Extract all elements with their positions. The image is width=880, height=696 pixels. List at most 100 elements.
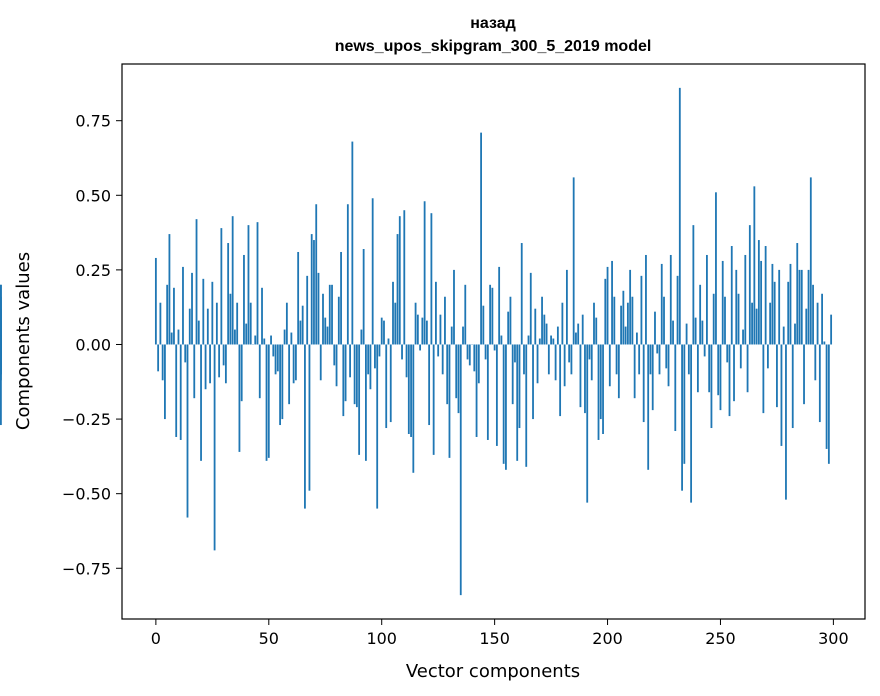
y-tick-label: 0.00 xyxy=(75,335,111,354)
bar xyxy=(753,186,756,345)
bar xyxy=(766,344,769,369)
bar xyxy=(283,329,286,345)
chart-subtitle: news_upos_skipgram_300_5_2019 model xyxy=(335,38,652,55)
bar xyxy=(606,266,609,345)
y-tick-label: 0.50 xyxy=(75,186,111,205)
bar xyxy=(466,344,469,360)
bar xyxy=(575,332,577,345)
bar xyxy=(703,344,706,357)
bar xyxy=(667,344,670,387)
bar xyxy=(712,293,715,345)
bar xyxy=(640,275,643,345)
bar xyxy=(290,332,293,345)
bar xyxy=(615,344,618,375)
bar xyxy=(292,344,295,384)
bar xyxy=(331,284,333,345)
bar xyxy=(493,344,496,351)
bar xyxy=(484,344,487,360)
bar xyxy=(362,249,365,345)
bar xyxy=(432,344,435,455)
bar xyxy=(525,344,528,467)
bar xyxy=(220,228,223,345)
bar xyxy=(588,344,591,360)
bar xyxy=(211,281,214,345)
bar xyxy=(701,320,704,345)
bar xyxy=(796,243,799,345)
bar xyxy=(407,344,410,434)
bar xyxy=(446,344,449,405)
bar xyxy=(683,344,686,464)
bar xyxy=(717,344,720,396)
bar xyxy=(231,216,234,345)
bar xyxy=(177,329,180,345)
bar xyxy=(719,344,722,411)
bar xyxy=(595,317,598,345)
bar xyxy=(383,320,385,345)
bar xyxy=(245,323,248,345)
bar xyxy=(681,344,683,491)
bar xyxy=(613,296,616,345)
bar xyxy=(209,344,211,384)
bar xyxy=(186,344,189,518)
bar xyxy=(243,254,245,345)
bar xyxy=(626,302,629,345)
bar xyxy=(272,344,275,357)
bar xyxy=(0,284,2,345)
bar xyxy=(678,87,681,345)
plot-frame xyxy=(121,63,866,620)
bar xyxy=(294,344,297,381)
x-tick-label: 50 xyxy=(259,629,279,648)
bar xyxy=(206,308,209,345)
bar xyxy=(256,222,259,345)
bar xyxy=(721,260,724,345)
bar xyxy=(477,344,480,384)
bar xyxy=(182,266,184,345)
bar xyxy=(660,263,663,345)
bar xyxy=(234,329,236,345)
bar xyxy=(304,344,306,509)
bar xyxy=(358,344,361,455)
bar xyxy=(568,344,571,363)
bar xyxy=(791,344,794,429)
bar xyxy=(261,287,263,345)
bar xyxy=(516,344,519,461)
bar xyxy=(728,344,731,417)
bar xyxy=(337,296,340,345)
bar xyxy=(365,344,367,461)
bar xyxy=(547,344,550,375)
x-tick-label: 300 xyxy=(818,629,849,648)
bar xyxy=(748,225,751,345)
bar xyxy=(288,344,291,405)
bar xyxy=(299,320,302,345)
bar xyxy=(159,302,162,345)
bar xyxy=(419,344,422,351)
bar xyxy=(706,254,708,345)
bar xyxy=(633,344,636,399)
bar xyxy=(423,201,426,345)
bar xyxy=(344,344,347,402)
bar xyxy=(561,302,564,345)
bar xyxy=(374,344,376,369)
bar xyxy=(798,269,801,345)
bar xyxy=(270,335,272,345)
bar xyxy=(699,284,702,345)
bar xyxy=(441,344,444,375)
bar xyxy=(455,344,458,399)
bar xyxy=(349,344,351,378)
bar xyxy=(565,269,568,345)
bar xyxy=(428,344,431,426)
bar xyxy=(760,260,763,345)
bar xyxy=(170,332,173,345)
bars-group xyxy=(0,87,833,596)
bar xyxy=(733,344,735,402)
bar xyxy=(335,344,338,387)
bar xyxy=(590,344,593,381)
bar xyxy=(827,344,830,464)
bar xyxy=(191,272,193,345)
bar xyxy=(355,344,358,408)
bar xyxy=(229,293,232,345)
bar xyxy=(554,344,557,381)
bar xyxy=(541,296,543,345)
bar xyxy=(464,284,467,345)
bar xyxy=(809,177,812,345)
